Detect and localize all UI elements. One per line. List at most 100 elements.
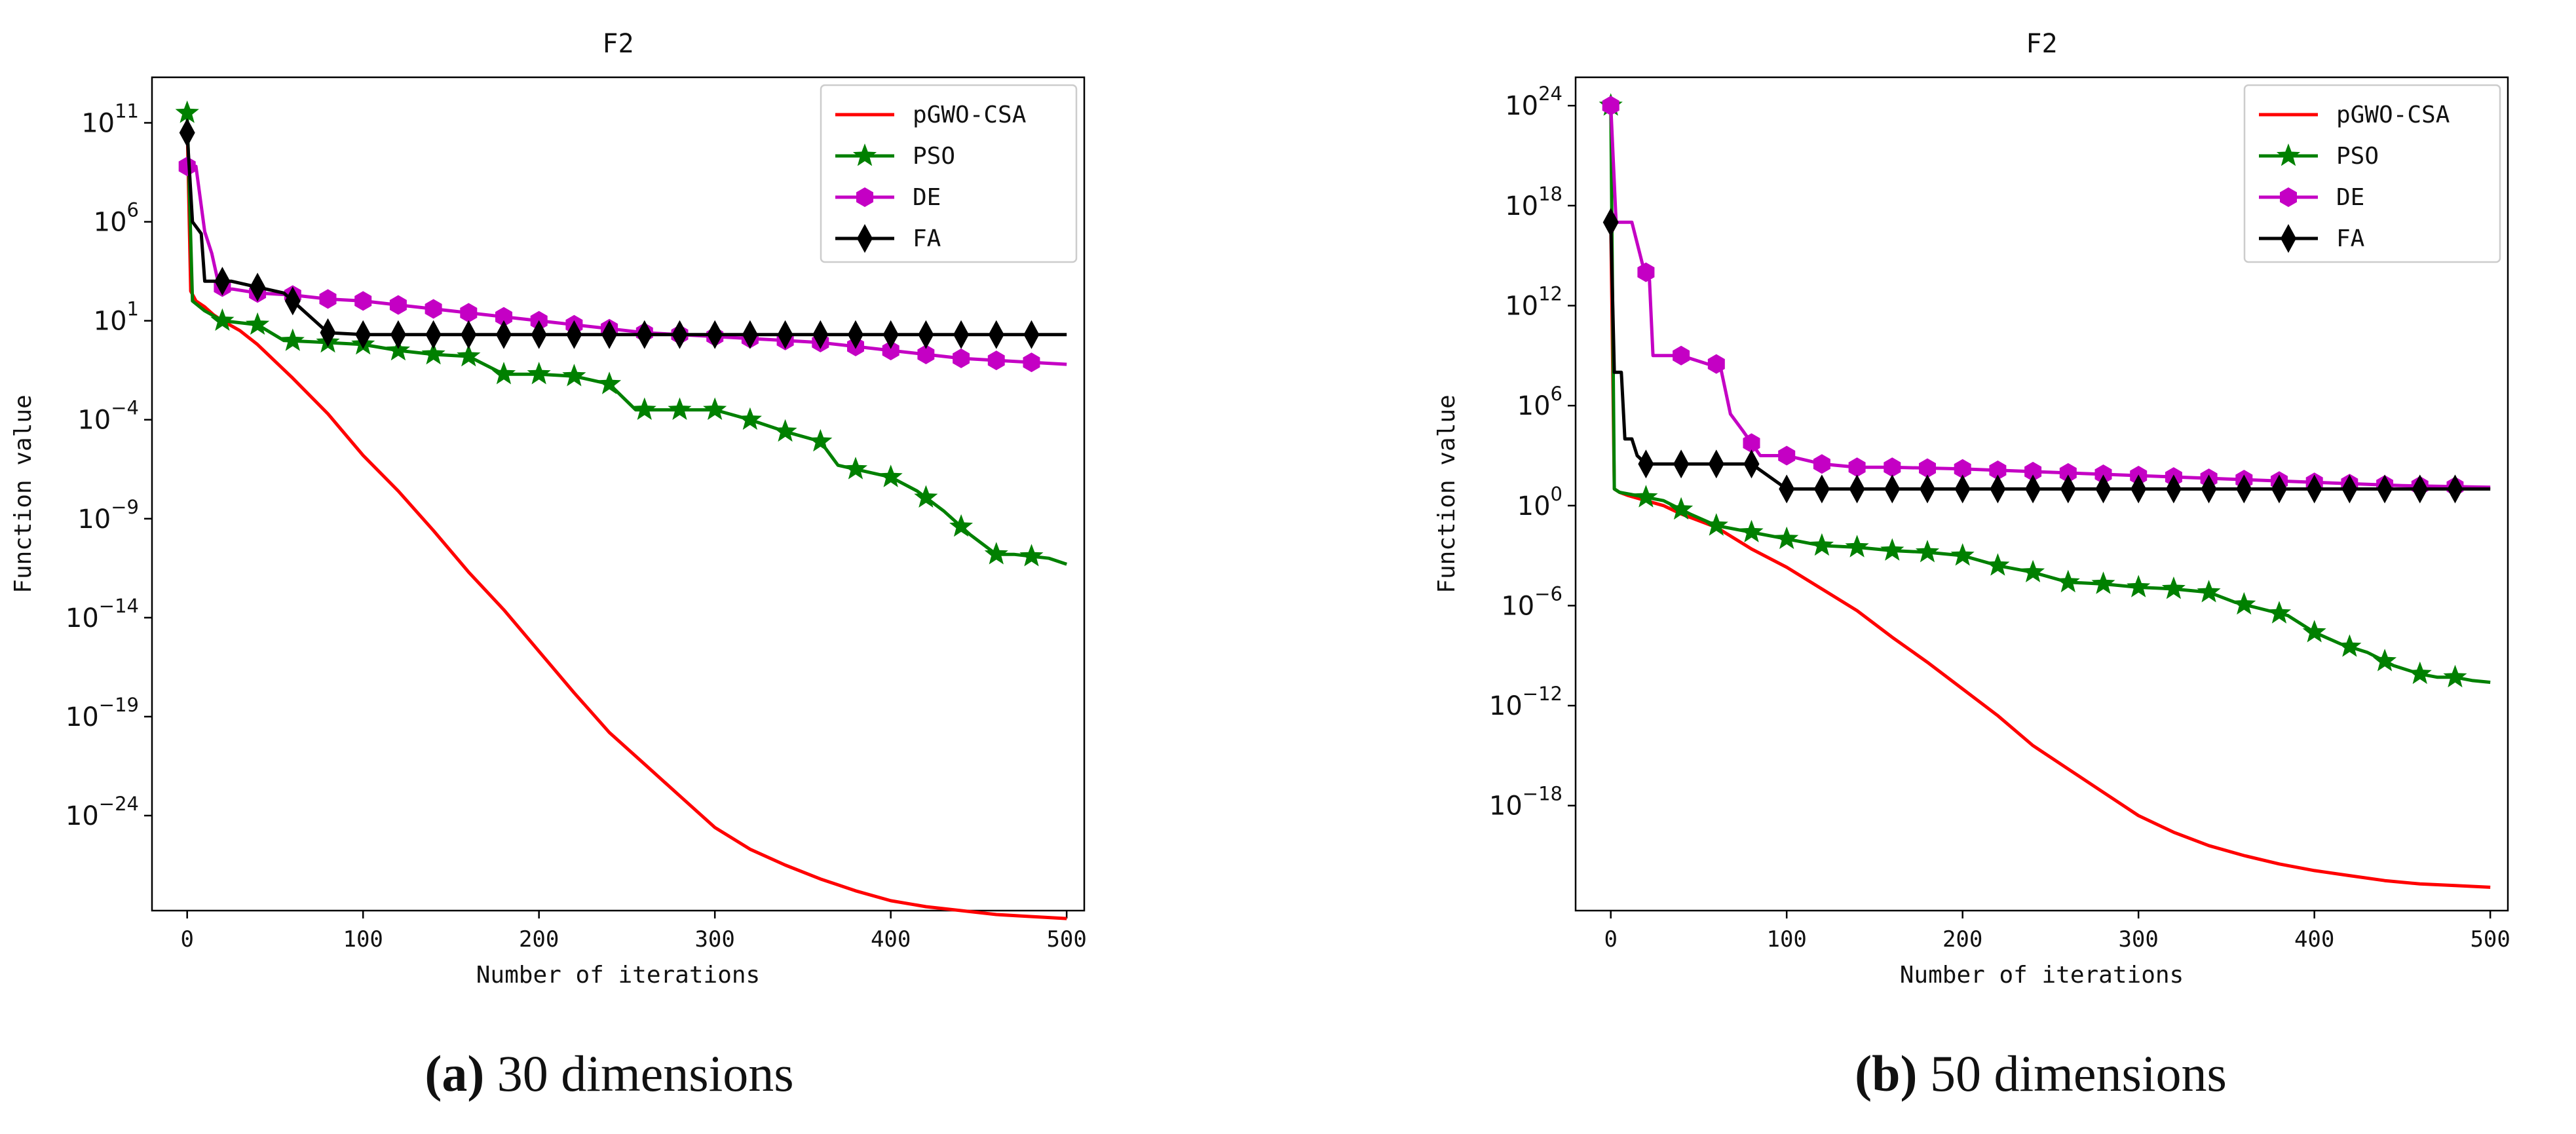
series-fa-marker	[2377, 474, 2393, 504]
series-fa-marker	[2025, 474, 2041, 504]
series-pso-marker	[246, 312, 270, 335]
series-de-marker	[1989, 460, 2007, 480]
series-fa-marker	[284, 286, 301, 316]
series-pso-marker	[773, 419, 797, 442]
series-fa-marker	[1779, 474, 1795, 504]
series-de-marker	[1743, 433, 1760, 453]
series-fa-marker	[566, 320, 582, 349]
series-fa-marker	[461, 320, 477, 349]
series-fa-marker	[1884, 474, 1901, 504]
legend-entry-de-label: DE	[913, 184, 941, 211]
legend-entry-fa-label: FA	[2336, 225, 2365, 252]
series-de-marker	[1813, 454, 1830, 474]
x-tick-label: 500	[2470, 926, 2510, 953]
series-pgwo-csa	[1609, 222, 2491, 889]
series-pso-marker	[879, 464, 903, 487]
series-fa-marker	[1708, 449, 1724, 479]
y-tick-label: 10−14	[66, 595, 139, 633]
series-fa-marker	[1813, 474, 1830, 504]
series-pso-marker	[1669, 497, 1694, 520]
axes-frame	[151, 76, 1086, 912]
caption-a: (a) 30 dimensions	[425, 1045, 793, 1102]
series-fa-marker	[1954, 474, 1971, 504]
series-pso	[1599, 93, 2491, 688]
series-pso-marker	[1704, 513, 1728, 536]
caption-a-letter: (a)	[425, 1045, 484, 1102]
series-de-marker	[1954, 459, 1971, 479]
series-pso-marker	[2056, 569, 2080, 593]
x-tick-label: 100	[343, 926, 383, 953]
series-pso-marker	[1634, 485, 1658, 508]
chart-title: F2	[602, 29, 634, 59]
series-pso-marker	[738, 407, 762, 430]
legend-entry-de-marker	[856, 187, 873, 207]
series-fa-marker	[953, 320, 970, 349]
x-tick-label: 0	[180, 926, 193, 953]
series-fa-marker	[2165, 474, 2182, 504]
series-de-marker	[2059, 463, 2077, 483]
x-axis-label: Number of iterations	[476, 962, 760, 989]
series-de-marker	[987, 350, 1005, 371]
series-fa-marker	[2095, 474, 2112, 504]
series-fa-marker	[601, 320, 618, 349]
series-fa-marker	[531, 320, 547, 349]
y-tick-label: 1011	[81, 100, 139, 138]
x-tick-label: 0	[1604, 926, 1617, 953]
series-pso-marker	[808, 428, 833, 452]
series-de-marker	[319, 289, 337, 309]
legend-entry-fa-marker	[857, 224, 873, 253]
legend: pGWO-CSA PSO DE FA	[2243, 84, 2501, 263]
caption-b-letter: (b)	[1855, 1045, 1917, 1102]
series-pso-marker	[2161, 576, 2186, 599]
series-pso-marker	[2338, 634, 2362, 657]
legend-frame	[820, 84, 1078, 263]
y-tick-label: 1018	[1505, 183, 1563, 221]
axes-frame	[1574, 76, 2509, 912]
legend-frame	[2243, 84, 2501, 263]
y-tick-label: 106	[1517, 383, 1563, 421]
series-fa-marker	[2447, 474, 2463, 504]
series-fa-marker	[918, 320, 934, 349]
series-de-marker	[460, 303, 478, 323]
series-fa-marker	[425, 320, 442, 349]
series-pso-marker	[2021, 559, 2045, 582]
series-fa-marker	[1743, 449, 1760, 479]
legend-entry-de-label: DE	[2336, 184, 2364, 211]
legend-entry-pso-label: PSO	[913, 143, 955, 170]
caption-b: (b) 50 dimensions	[1855, 1045, 2227, 1102]
series-de-marker	[1919, 458, 1936, 478]
series-fa-marker	[2236, 474, 2252, 504]
chart-title: F2	[2026, 29, 2057, 59]
caption-b-text: 50 dimensions	[1918, 1045, 2227, 1102]
series-de-marker	[2024, 461, 2042, 482]
legend-entry-pso-label: PSO	[2336, 143, 2379, 170]
series-fa-marker	[179, 118, 195, 147]
y-tick-label: 101	[94, 298, 139, 337]
chart-50-dimensions: F2 0 100 200 300 400 500 1024 1018 1012 106 100 10−6…	[1433, 29, 2510, 989]
y-tick-label: 10−12	[1489, 683, 1563, 721]
series-de-marker	[917, 345, 935, 364]
series-fa-marker	[2060, 474, 2076, 504]
series-pso-marker	[1739, 520, 1764, 542]
y-axis-label: Function value	[10, 394, 37, 593]
series-fa-marker	[214, 267, 231, 296]
series-fa-marker	[742, 320, 758, 349]
series-pso-marker	[527, 362, 551, 385]
series-fa-marker	[2271, 474, 2287, 504]
series-de-marker	[389, 295, 407, 315]
series-pso-marker	[2197, 580, 2221, 603]
series-pso-marker	[2408, 661, 2432, 685]
series-fa-marker	[1023, 320, 1040, 349]
series-fa-marker	[2412, 474, 2428, 504]
series-de-marker	[1023, 352, 1040, 373]
y-tick-label: 10−19	[66, 694, 139, 732]
series-de-marker	[882, 341, 900, 360]
series-pso-marker	[1880, 538, 1904, 561]
legend-entry-pgwo-csa-label: pGWO-CSA	[913, 102, 1027, 128]
series-pso-marker	[632, 397, 656, 420]
series-pso-marker	[2267, 601, 2291, 624]
x-tick-label: 100	[1766, 926, 1806, 953]
series-de-marker	[1707, 354, 1725, 374]
series-fa-marker	[2201, 474, 2217, 504]
